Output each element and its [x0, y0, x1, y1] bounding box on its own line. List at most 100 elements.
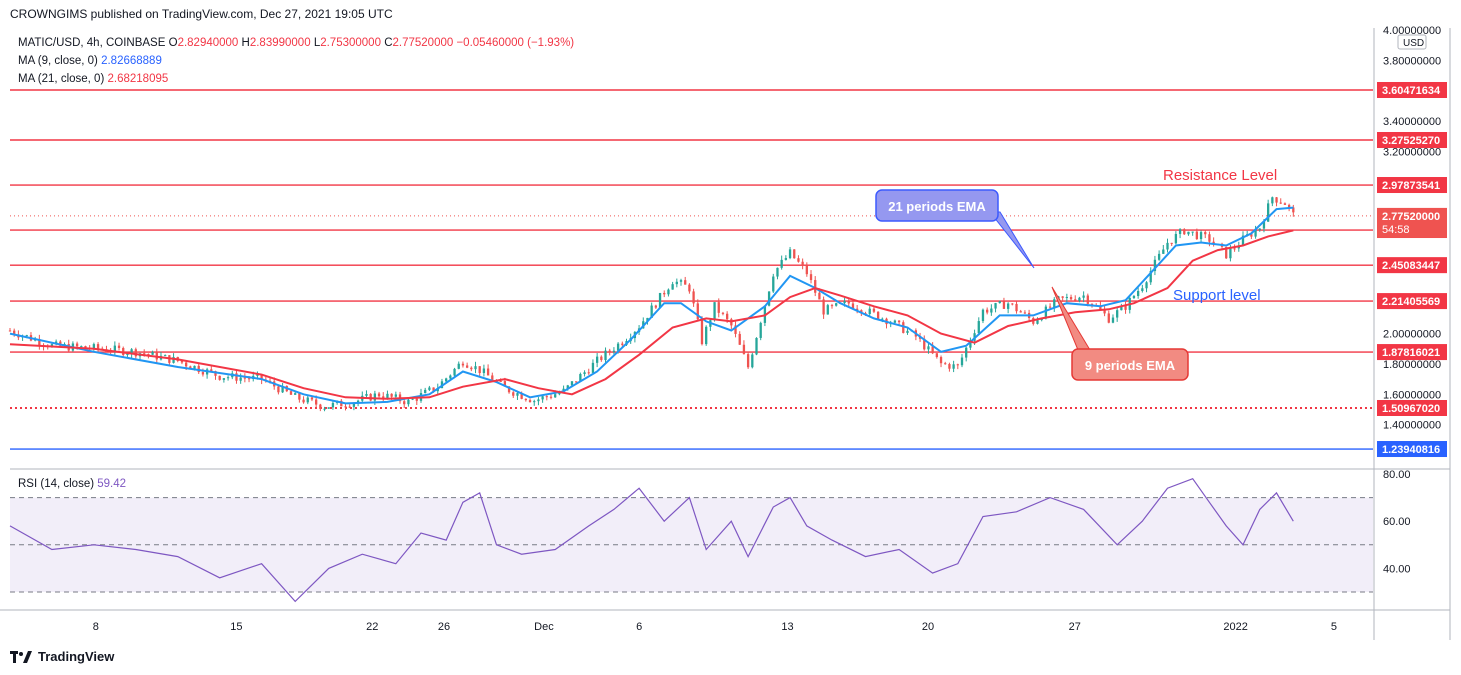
symbol-label[interactable]: MATIC/USD, 4h, COINBASE: [18, 37, 166, 49]
candle-body: [1208, 234, 1211, 242]
candle-body: [88, 348, 91, 350]
candle-body: [1183, 229, 1186, 235]
candle-body: [1166, 242, 1169, 250]
ema9-callout-pointer: [1051, 286, 1091, 351]
time-tick-label: 2022: [1223, 621, 1247, 633]
candle-body: [470, 367, 473, 370]
ohlc-line: MATIC/USD, 4h, COINBASE O2.82940000 H2.8…: [18, 34, 574, 52]
candle-body: [390, 393, 393, 397]
candle-body: [960, 357, 964, 366]
price-chart[interactable]: 4.00000000 3.80000000 3.40000000 3.20000000…: [0, 0, 1461, 640]
ohlc-open: 2.82940000: [177, 37, 239, 49]
candle-body: [1187, 231, 1190, 235]
candle-body: [864, 313, 867, 315]
candle-body: [935, 353, 938, 358]
candle-body: [847, 301, 850, 304]
candle-body: [101, 348, 104, 350]
candle-body: [612, 350, 616, 352]
candle-body: [570, 381, 574, 386]
candle-body: [75, 343, 79, 347]
candle-body: [155, 351, 158, 360]
candle-body: [1116, 310, 1119, 318]
candle-body: [595, 356, 599, 363]
candle-body: [80, 346, 83, 348]
candle-body: [541, 396, 544, 400]
time-tick-label: 22: [366, 621, 378, 633]
candle-body: [34, 339, 37, 341]
chart-legend: MATIC/USD, 4h, COINBASE O2.82940000 H2.8…: [18, 34, 574, 88]
ma9-label: MA (9, close, 0): [18, 55, 98, 67]
candle-body: [558, 392, 561, 395]
candle-body: [1023, 312, 1027, 314]
candle-body: [361, 395, 364, 401]
rsi-value: 59.42: [97, 478, 127, 490]
candle-body: [419, 393, 423, 401]
candle-body: [193, 365, 196, 369]
candle-body: [705, 326, 708, 345]
candle-body: [776, 267, 779, 277]
candle-body: [981, 309, 985, 322]
candle-body: [377, 393, 381, 397]
candle-body: [411, 398, 414, 400]
level-price-tag: [1377, 81, 1447, 98]
ema21-callout-label: 21 periods EMA: [888, 199, 986, 214]
candle-body: [830, 305, 834, 307]
candle-body: [226, 377, 230, 379]
rsi-tick-label: 40.00: [1383, 563, 1411, 575]
ohlc-high-key: H: [241, 37, 250, 49]
candle-body: [654, 305, 658, 308]
candle-body: [1250, 234, 1253, 237]
candle-body: [826, 305, 829, 315]
candle-body: [210, 369, 213, 372]
candle-body: [700, 319, 704, 345]
candle-body: [1128, 297, 1131, 310]
candle-body: [1178, 229, 1182, 234]
candle-body: [1141, 288, 1144, 291]
candle-body: [902, 322, 905, 333]
candle-body: [29, 335, 33, 341]
time-tick-label: 6: [636, 621, 642, 633]
price-tick-label: 3.40000000: [1383, 116, 1441, 128]
candle-body: [386, 393, 389, 399]
rsi-legend[interactable]: RSI (14, close) 59.42: [18, 478, 126, 490]
candle-body: [772, 276, 775, 292]
candle-body: [8, 330, 12, 332]
candle-body: [566, 385, 569, 389]
candle-body: [1145, 282, 1148, 289]
candle-body: [520, 393, 523, 399]
candle-body: [96, 344, 100, 349]
rsi-line: [9, 477, 1294, 603]
candle-body: [910, 330, 913, 332]
candle-body: [243, 377, 247, 379]
candle-body: [746, 354, 750, 368]
ma9-legend[interactable]: MA (9, close, 0) 2.82668889: [18, 52, 574, 70]
candle-body: [445, 378, 448, 382]
level-price-tag: [1377, 222, 1447, 239]
candle-body: [885, 318, 888, 325]
candle-body: [344, 406, 347, 408]
price-tick-label: 1.80000000: [1383, 359, 1441, 371]
candle-body: [562, 388, 565, 393]
candle-body: [969, 340, 972, 348]
candle-body: [231, 373, 234, 378]
candle-body: [860, 310, 863, 314]
candle-body: [738, 333, 741, 345]
candle-body: [302, 399, 305, 403]
candle-body: [495, 380, 498, 382]
ma21-legend[interactable]: MA (21, close, 0) 2.68218095: [18, 70, 574, 88]
candle-body: [1204, 232, 1207, 235]
candle-body: [449, 375, 452, 379]
candle-body: [1136, 290, 1140, 296]
candle-body: [608, 350, 611, 352]
candle-body: [306, 397, 309, 403]
candle-body: [579, 374, 582, 382]
candle-body: [994, 303, 997, 309]
candle-body: [1006, 303, 1010, 309]
candle-body: [1283, 203, 1287, 205]
candle-body: [13, 330, 16, 335]
candle-body: [373, 393, 377, 401]
candle-body: [474, 366, 477, 370]
candle-body: [105, 349, 108, 352]
candle-body: [587, 372, 590, 374]
candle-body: [549, 396, 553, 398]
